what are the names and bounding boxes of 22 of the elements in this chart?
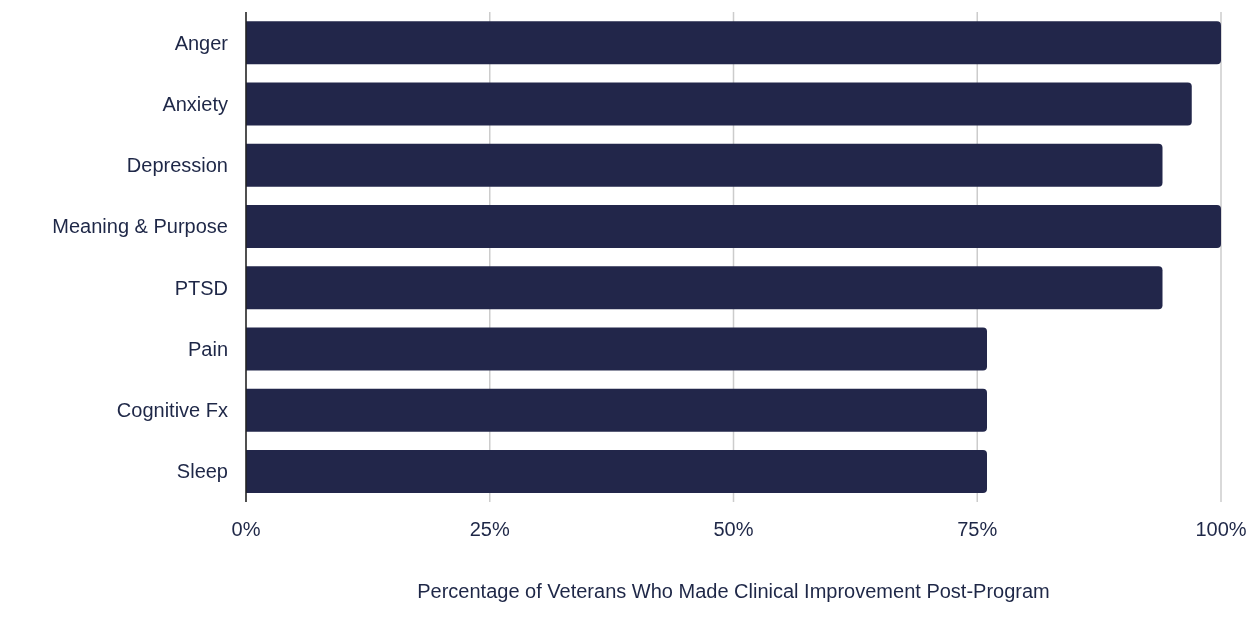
bar: [246, 204, 1221, 248]
y-tick-label: Cognitive Fx: [116, 399, 228, 422]
x-tick-label: 25%: [469, 518, 510, 541]
y-tick-label: Depression: [126, 154, 228, 177]
x-axis-title: Percentage of Veterans Who Made Clinical Improvement Post-Program: [417, 580, 1050, 602]
x-tick-label: 0%: [231, 518, 261, 541]
bar: [246, 388, 987, 432]
y-tick-label: Anger: [174, 31, 229, 54]
x-tick-label: 50%: [713, 518, 754, 541]
y-tick-label: Meaning & Purpose: [52, 215, 228, 238]
x-tick-label: 100%: [1195, 518, 1247, 541]
bar: [246, 449, 987, 493]
bar: [246, 143, 1163, 187]
bar: [246, 266, 1163, 310]
bar: [246, 327, 987, 371]
x-tick-label: 75%: [957, 518, 998, 541]
y-tick-label: Pain: [187, 337, 228, 360]
bar: [246, 21, 1221, 65]
bar: [246, 82, 1192, 126]
y-tick-label: Sleep: [176, 460, 228, 483]
y-tick-label: PTSD: [174, 276, 228, 299]
y-tick-label: Anxiety: [162, 92, 228, 115]
